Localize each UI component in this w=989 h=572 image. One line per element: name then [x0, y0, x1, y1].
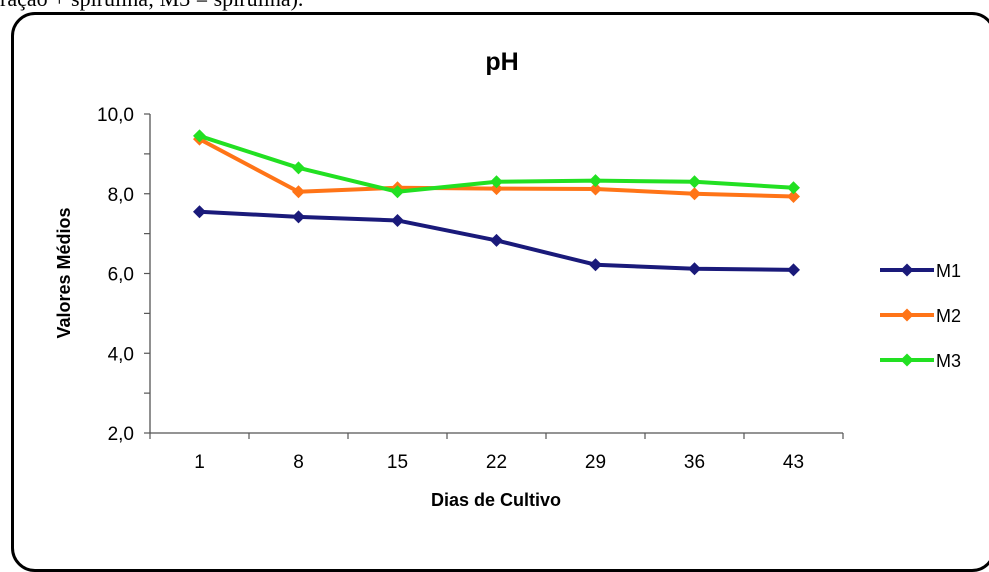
legend-item-m2: M2 [880, 306, 961, 326]
x-tick-label: 29 [585, 452, 606, 473]
y-tick-label: 2,0 [108, 424, 134, 445]
legend-marker-m3 [900, 353, 914, 367]
data-point-m3 [490, 175, 503, 189]
data-point-m1 [589, 258, 602, 272]
x-tick-label: 15 [387, 452, 408, 473]
y-tick-label: 10,0 [97, 105, 134, 126]
x-axis-title: Dias de Cultivo [431, 490, 561, 510]
data-point-m3 [787, 181, 800, 195]
chart-frame [11, 12, 989, 572]
legend: M1 M2 M3 [880, 261, 961, 371]
legend-label-m1: M1 [936, 261, 961, 281]
data-point-m3 [589, 174, 602, 188]
data-point-m2 [787, 190, 800, 204]
legend-label-m3: M3 [936, 351, 961, 371]
legend-item-m3: M3 [880, 351, 961, 371]
legend-item-m1: M1 [880, 261, 961, 281]
y-axis-title: Valores Médios [54, 207, 74, 338]
y-tick-label: 4,0 [108, 344, 134, 365]
x-tick-label: 8 [293, 452, 304, 473]
legend-marker-m2 [900, 308, 914, 322]
data-point-m1 [490, 233, 503, 247]
x-tick-label: 43 [783, 452, 804, 473]
data-point-m2 [490, 182, 503, 196]
y-tick-label: 6,0 [108, 265, 134, 286]
data-point-m3 [688, 175, 701, 189]
series-layer [193, 129, 800, 277]
chart-title: pH [485, 48, 518, 76]
data-point-m3 [391, 185, 404, 199]
series-m3 [193, 129, 800, 199]
x-tick-label: 22 [486, 452, 507, 473]
figure-caption: ração + spirulina; M3 = spirulina). [0, 0, 303, 12]
legend-marker-m1 [900, 263, 914, 277]
data-point-m1 [688, 262, 701, 276]
data-point-m2 [292, 185, 305, 199]
data-point-m1 [292, 210, 305, 224]
data-point-m2 [688, 187, 701, 201]
data-point-m3 [292, 161, 305, 175]
data-point-m2 [589, 182, 602, 196]
axes: 2,0 4,0 6,0 8,0 10,0 1 8 15 22 29 36 43 [97, 105, 844, 473]
data-point-m1 [787, 263, 800, 277]
x-tick-label: 36 [684, 452, 705, 473]
series-m2 [193, 132, 800, 204]
line-chart: pH Dias de Cultivo Valores Médios 2,0 4,0… [54, 48, 961, 510]
y-tick-label: 8,0 [108, 185, 134, 206]
series-m1 [193, 205, 800, 277]
data-point-m3 [193, 129, 206, 143]
data-point-m1 [193, 205, 206, 219]
x-tick-label: 1 [194, 452, 205, 473]
data-point-m1 [391, 213, 404, 227]
legend-label-m2: M2 [936, 306, 961, 326]
